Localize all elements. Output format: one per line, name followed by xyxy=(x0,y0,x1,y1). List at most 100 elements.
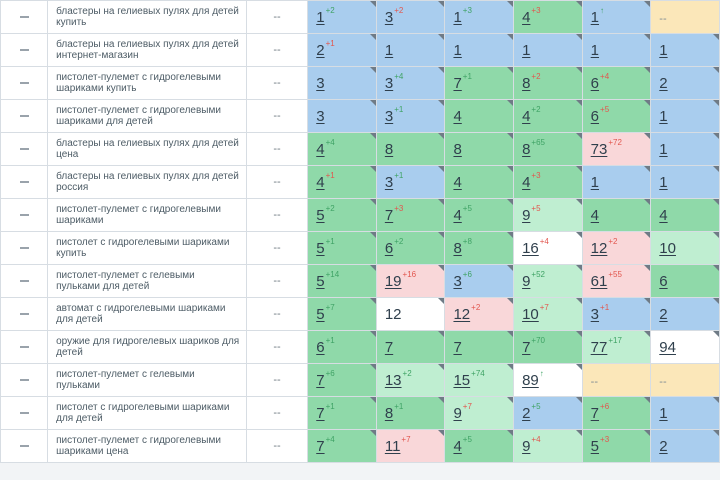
position-cell[interactable]: 8+2 xyxy=(513,66,583,100)
position-value-link[interactable]: 5 xyxy=(316,305,325,323)
position-cell[interactable]: 2 xyxy=(650,66,720,100)
position-cell[interactable]: 7 xyxy=(375,330,446,364)
position-value-link[interactable]: 1 xyxy=(659,404,668,422)
position-cell[interactable]: 1 xyxy=(581,33,652,67)
position-cell[interactable]: 9+5 xyxy=(513,198,583,232)
position-value-link[interactable]: 3 xyxy=(316,107,325,125)
position-value-link[interactable]: 7 xyxy=(384,338,394,356)
position-value-link[interactable]: 7 xyxy=(316,437,325,455)
position-cell[interactable]: 94 xyxy=(650,330,720,364)
position-cell[interactable]: 73+72 xyxy=(581,132,652,166)
position-value-link[interactable]: 12 xyxy=(453,305,471,323)
position-value-link[interactable]: 73 xyxy=(590,140,608,158)
position-value-link[interactable]: 4 xyxy=(453,437,462,455)
position-value-link[interactable]: 3 xyxy=(384,107,394,125)
position-cell[interactable]: 61+55 xyxy=(581,264,652,298)
position-value-link[interactable]: 5 xyxy=(316,206,325,224)
position-cell[interactable]: 7+70 xyxy=(513,330,583,364)
position-value-link[interactable]: 4 xyxy=(453,107,462,125)
position-cell[interactable]: 6+4 xyxy=(581,66,652,100)
position-value-link[interactable]: 2 xyxy=(659,437,668,455)
position-value-link[interactable]: 1 xyxy=(453,41,462,59)
position-cell[interactable]: 5+2 xyxy=(307,198,377,232)
position-cell[interactable]: 9+7 xyxy=(444,396,515,430)
position-value-link[interactable]: 77 xyxy=(590,338,608,356)
position-cell[interactable]: 2 xyxy=(650,429,720,463)
position-cell[interactable]: 1↑ xyxy=(581,0,652,34)
position-value-link[interactable]: 3 xyxy=(453,272,462,290)
row-handle[interactable] xyxy=(0,264,49,298)
position-cell[interactable]: 7+3 xyxy=(375,198,446,232)
position-cell[interactable]: 4 xyxy=(444,165,515,199)
position-cell[interactable]: 9+52 xyxy=(513,264,583,298)
position-value-link[interactable]: 9 xyxy=(453,404,462,422)
position-value-link[interactable]: 2 xyxy=(659,74,668,92)
position-value-link[interactable]: 4 xyxy=(316,173,325,191)
position-cell[interactable]: 1 xyxy=(650,99,720,133)
position-cell[interactable]: 19+16 xyxy=(375,264,446,298)
position-cell[interactable]: 7+4 xyxy=(307,429,377,463)
position-value-link[interactable]: 3 xyxy=(384,173,394,191)
position-value-link[interactable]: 1 xyxy=(659,41,668,59)
position-cell[interactable]: 4+3 xyxy=(513,0,583,34)
row-handle[interactable] xyxy=(0,99,49,133)
position-cell[interactable]: 1 xyxy=(444,33,515,67)
position-cell[interactable]: 3+6 xyxy=(444,264,515,298)
position-cell[interactable]: 8 xyxy=(375,132,446,166)
row-handle[interactable] xyxy=(0,231,49,265)
position-cell[interactable]: 1 xyxy=(513,33,583,67)
position-cell[interactable]: 3+1 xyxy=(375,165,446,199)
position-value-link[interactable]: 94 xyxy=(659,338,676,356)
position-value-link[interactable]: 8 xyxy=(384,140,394,158)
position-cell[interactable]: 2+5 xyxy=(513,396,583,430)
position-value-link[interactable]: 89 xyxy=(522,371,539,389)
position-cell[interactable]: 2+1 xyxy=(307,33,377,67)
position-cell[interactable]: 15+74 xyxy=(444,363,515,397)
row-handle[interactable] xyxy=(0,198,49,232)
position-value-link[interactable]: 7 xyxy=(384,206,394,224)
position-cell[interactable]: 77+17 xyxy=(581,330,652,364)
row-handle[interactable] xyxy=(0,429,49,463)
position-value-link[interactable]: 7 xyxy=(453,74,462,92)
position-value-link[interactable]: 1 xyxy=(384,41,394,59)
position-cell[interactable]: 4+4 xyxy=(307,132,377,166)
position-cell[interactable]: 5+7 xyxy=(307,297,377,331)
row-handle[interactable] xyxy=(0,0,49,34)
position-value-link[interactable]: 9 xyxy=(522,437,531,455)
position-cell[interactable]: 8+8 xyxy=(444,231,515,265)
position-value-link[interactable]: 8 xyxy=(522,140,531,158)
position-cell[interactable]: 12+2 xyxy=(444,297,515,331)
position-value-link[interactable]: 6 xyxy=(590,74,600,92)
position-value-link[interactable]: 1 xyxy=(316,8,325,26)
position-value-link[interactable]: 6 xyxy=(316,338,325,356)
position-value-link[interactable]: 9 xyxy=(522,272,531,290)
position-cell[interactable]: 11+7 xyxy=(375,429,446,463)
position-cell[interactable]: 2 xyxy=(650,297,720,331)
position-cell[interactable]: 6+1 xyxy=(307,330,377,364)
position-cell[interactable]: 7+1 xyxy=(444,66,515,100)
position-value-link[interactable]: 7 xyxy=(316,404,325,422)
position-cell[interactable]: 1 xyxy=(650,132,720,166)
position-cell[interactable]: 4+5 xyxy=(444,429,515,463)
position-cell[interactable]: 1 xyxy=(581,165,652,199)
position-cell[interactable]: 1+2 xyxy=(307,0,377,34)
position-cell[interactable]: 7+6 xyxy=(307,363,377,397)
row-handle[interactable] xyxy=(0,363,49,397)
position-cell[interactable]: 1 xyxy=(650,33,720,67)
position-value-link[interactable]: 7 xyxy=(590,404,600,422)
position-cell[interactable]: 4+2 xyxy=(513,99,583,133)
position-cell[interactable]: 6+2 xyxy=(375,231,446,265)
position-cell[interactable]: 1+3 xyxy=(444,0,515,34)
position-value-link[interactable]: 12 xyxy=(590,239,608,257)
position-value-link[interactable]: 3 xyxy=(316,74,325,92)
position-value-link[interactable]: 7 xyxy=(522,338,531,356)
position-cell[interactable]: 3+2 xyxy=(375,0,446,34)
position-value-link[interactable]: 1 xyxy=(522,41,531,59)
position-cell[interactable]: 6 xyxy=(650,264,720,298)
position-value-link[interactable]: 1 xyxy=(659,140,668,158)
position-cell[interactable]: 3+4 xyxy=(375,66,446,100)
position-cell[interactable]: 1 xyxy=(650,396,720,430)
position-value-link[interactable]: 4 xyxy=(316,140,325,158)
row-handle[interactable] xyxy=(0,396,49,430)
position-value-link[interactable]: 4 xyxy=(453,173,462,191)
